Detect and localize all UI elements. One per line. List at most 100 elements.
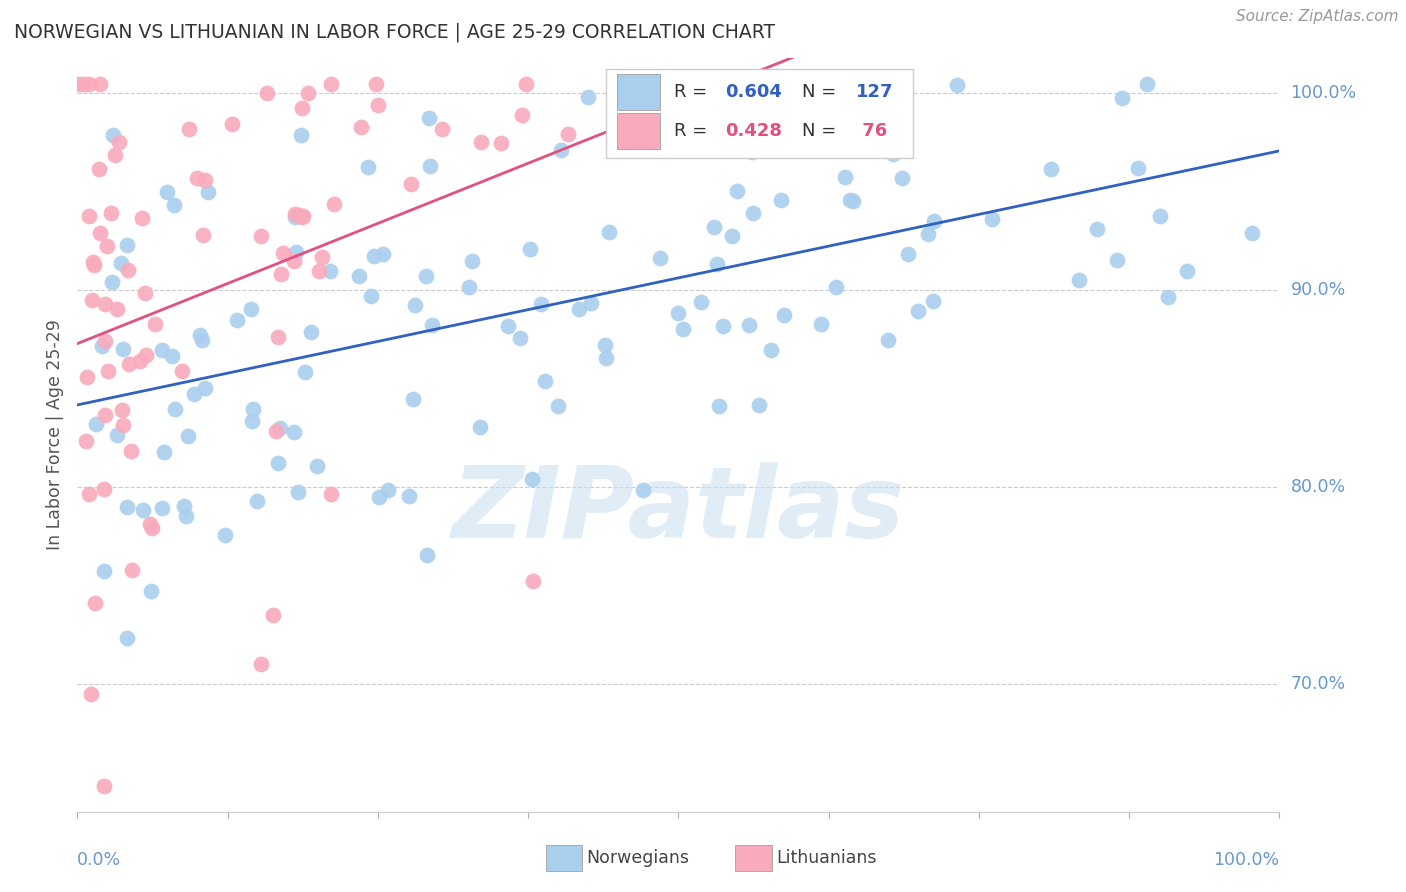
- Point: [841, 194, 863, 209]
- Point: [1149, 209, 1171, 223]
- Point: [284, 245, 307, 260]
- Point: [94, 296, 117, 310]
- Point: [311, 250, 333, 264]
- Point: [100, 206, 122, 220]
- Text: 80.0%: 80.0%: [1291, 478, 1346, 496]
- Point: [162, 349, 184, 363]
- Point: [420, 318, 443, 332]
- Point: [93, 564, 115, 578]
- Text: 0.0%: 0.0%: [77, 851, 121, 869]
- Point: [773, 308, 796, 322]
- Point: [897, 247, 920, 261]
- Point: [515, 77, 537, 91]
- Point: [360, 289, 382, 303]
- Point: [135, 348, 157, 362]
- Point: [496, 319, 519, 334]
- Point: [96, 239, 118, 253]
- Point: [93, 779, 115, 793]
- Point: [197, 185, 219, 199]
- Point: [177, 121, 200, 136]
- Text: 70.0%: 70.0%: [1291, 675, 1346, 693]
- Point: [79, 77, 101, 91]
- Point: [1085, 222, 1108, 236]
- Point: [288, 208, 311, 222]
- Text: 0.428: 0.428: [725, 122, 782, 140]
- Point: [299, 326, 322, 340]
- Point: [118, 357, 141, 371]
- Point: [350, 120, 373, 134]
- Point: [82, 254, 104, 268]
- Point: [810, 317, 832, 331]
- Point: [530, 297, 553, 311]
- Point: [191, 228, 214, 243]
- Point: [266, 330, 288, 344]
- Point: [273, 245, 295, 260]
- Point: [672, 322, 695, 336]
- Point: [568, 301, 591, 316]
- Point: [240, 414, 263, 428]
- Point: [824, 280, 846, 294]
- Point: [980, 211, 1002, 226]
- Point: [402, 392, 425, 406]
- Text: 100.0%: 100.0%: [1291, 85, 1357, 103]
- Point: [703, 220, 725, 235]
- Point: [668, 306, 690, 320]
- Point: [111, 402, 134, 417]
- Point: [1136, 77, 1159, 91]
- Point: [101, 128, 124, 142]
- Point: [269, 420, 291, 434]
- Point: [509, 331, 531, 345]
- Point: [163, 198, 186, 212]
- Point: [470, 135, 492, 149]
- Point: [283, 253, 305, 268]
- Point: [246, 493, 269, 508]
- Point: [263, 607, 285, 622]
- Point: [557, 127, 579, 141]
- Point: [415, 548, 437, 562]
- Point: [121, 563, 143, 577]
- Point: [174, 508, 197, 523]
- Point: [319, 487, 342, 501]
- Point: [706, 256, 728, 270]
- Point: [194, 173, 217, 187]
- Text: Source: ZipAtlas.com: Source: ZipAtlas.com: [1236, 9, 1399, 24]
- Point: [404, 298, 426, 312]
- Point: [111, 418, 134, 433]
- Text: N =: N =: [803, 83, 842, 101]
- Point: [110, 256, 132, 270]
- Point: [633, 483, 655, 498]
- Point: [112, 343, 135, 357]
- Point: [141, 521, 163, 535]
- Point: [194, 381, 217, 395]
- FancyBboxPatch shape: [617, 74, 661, 110]
- Point: [839, 194, 862, 208]
- Point: [94, 334, 117, 348]
- Point: [283, 425, 305, 439]
- Point: [297, 86, 319, 100]
- Point: [1241, 227, 1264, 241]
- Point: [1177, 263, 1199, 277]
- Point: [882, 147, 904, 161]
- Text: Lithuanians: Lithuanians: [776, 849, 876, 867]
- Point: [759, 343, 782, 357]
- Point: [139, 583, 162, 598]
- Point: [284, 207, 307, 221]
- Point: [152, 444, 174, 458]
- Text: 76: 76: [856, 122, 887, 140]
- Point: [1067, 273, 1090, 287]
- Point: [1126, 161, 1149, 175]
- Point: [84, 596, 107, 610]
- Point: [520, 472, 543, 486]
- Point: [946, 78, 969, 92]
- Text: NORWEGIAN VS LITHUANIAN IN LABOR FORCE | AGE 25-29 CORRELATION CHART: NORWEGIAN VS LITHUANIAN IN LABOR FORCE |…: [14, 22, 775, 42]
- Point: [547, 399, 569, 413]
- Point: [533, 374, 555, 388]
- Point: [97, 364, 120, 378]
- Point: [522, 574, 544, 589]
- Point: [290, 128, 312, 142]
- Text: 90.0%: 90.0%: [1291, 281, 1346, 299]
- Point: [419, 160, 441, 174]
- Point: [576, 90, 599, 104]
- Point: [418, 111, 440, 125]
- Point: [430, 121, 453, 136]
